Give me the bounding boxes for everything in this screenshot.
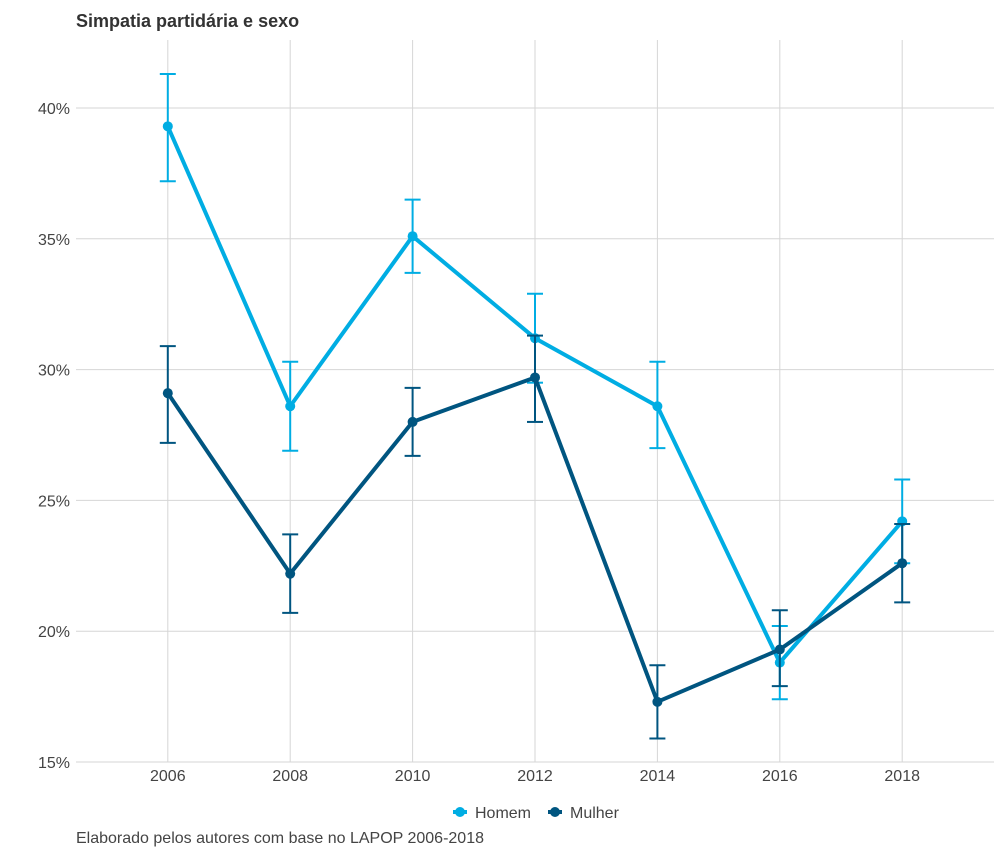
data-point xyxy=(407,231,418,242)
y-tick-label: 15% xyxy=(38,755,70,772)
y-tick-label: 35% xyxy=(38,232,70,249)
x-axis: 2006 2008 2010 2012 2014 2016 2018 xyxy=(150,768,920,785)
legend-item-mulher: Mulher xyxy=(548,805,620,822)
x-tick-label: 2010 xyxy=(395,768,431,785)
y-tick-label: 40% xyxy=(38,101,70,118)
data-point xyxy=(285,568,296,579)
legend: Homem Mulher xyxy=(453,805,620,822)
legend-key-dot xyxy=(455,807,465,817)
x-tick-label: 2016 xyxy=(762,768,798,785)
series-layer xyxy=(159,73,911,740)
x-tick-label: 2018 xyxy=(884,768,920,785)
legend-key-dot xyxy=(550,807,560,817)
data-point xyxy=(285,401,296,412)
data-point xyxy=(162,388,173,399)
x-tick-label: 2014 xyxy=(640,768,676,785)
legend-item-homem: Homem xyxy=(453,805,531,822)
legend-label: Mulher xyxy=(570,805,620,822)
legend-label: Homem xyxy=(475,805,531,822)
data-point xyxy=(530,372,540,383)
data-point xyxy=(652,401,663,412)
series-mulher xyxy=(159,334,911,740)
y-tick-label: 20% xyxy=(38,624,70,641)
data-point xyxy=(897,558,908,569)
chart-caption: Elaborado pelos autores com base no LAPO… xyxy=(76,830,484,847)
data-point xyxy=(652,696,663,707)
y-tick-label: 25% xyxy=(38,493,70,510)
chart-title: Simpatia partidária e sexo xyxy=(76,11,300,31)
x-tick-label: 2006 xyxy=(150,768,186,785)
data-point xyxy=(774,644,785,655)
y-axis: 15% 20% 25% 30% 35% 40% xyxy=(38,101,70,772)
y-tick-label: 30% xyxy=(38,363,70,380)
data-point xyxy=(162,121,173,132)
data-point xyxy=(407,416,418,427)
x-tick-label: 2012 xyxy=(517,768,553,785)
x-tick-label: 2008 xyxy=(272,768,308,785)
